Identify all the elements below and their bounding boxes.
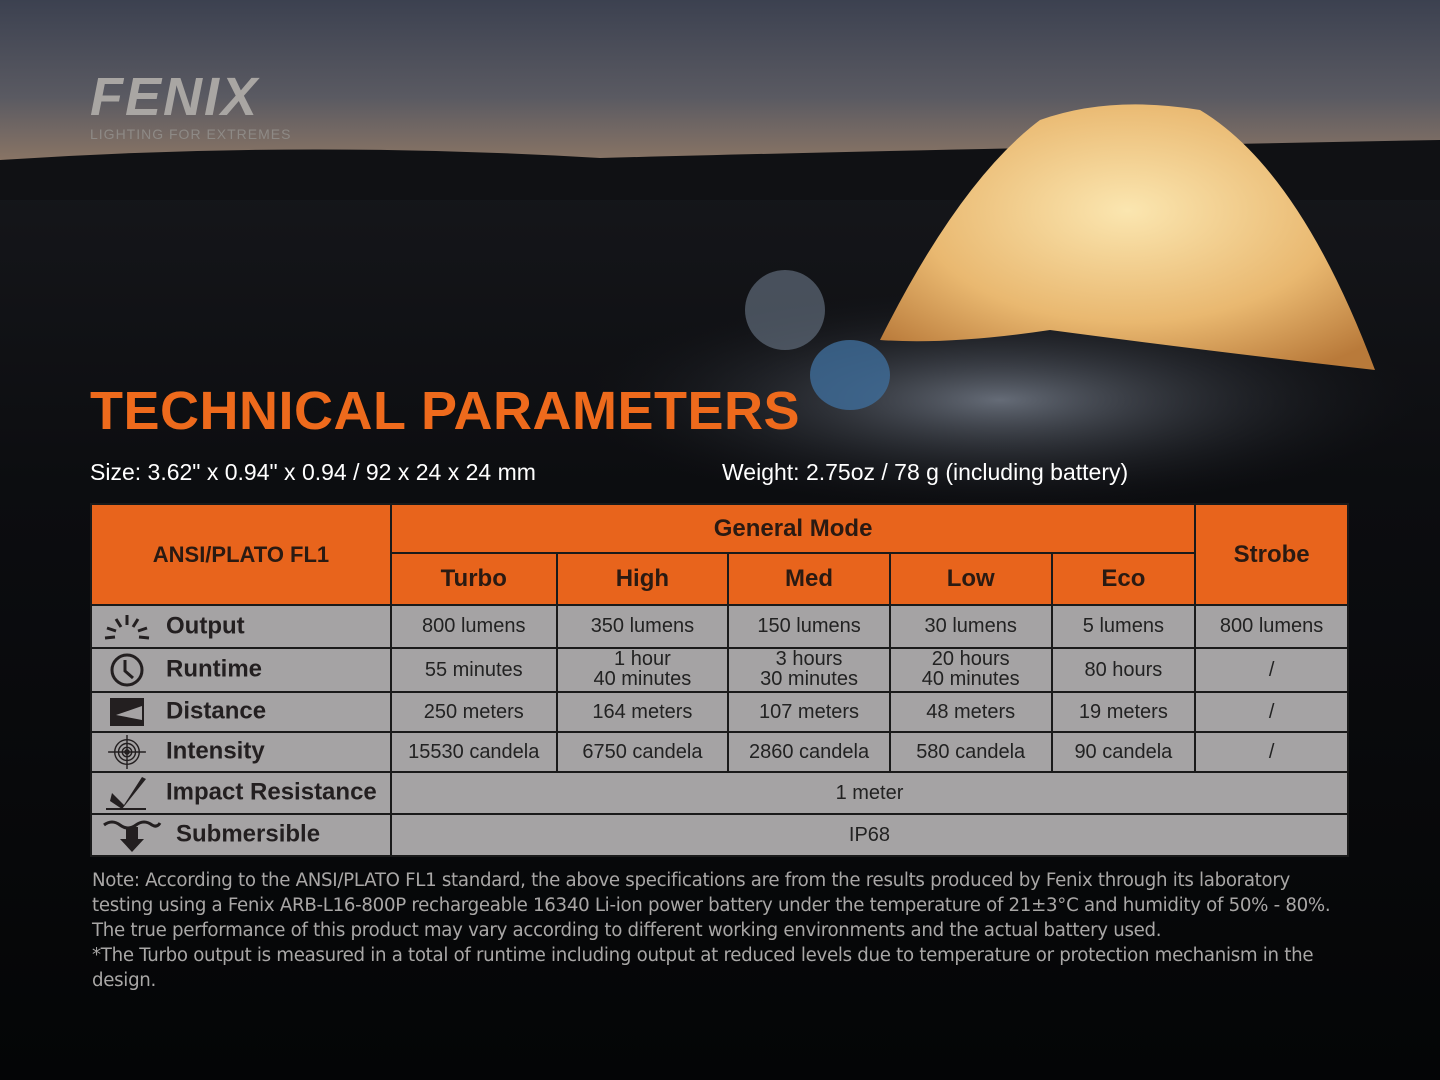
header-mode-med: Med: [727, 552, 891, 606]
header-mode-turbo: Turbo: [389, 552, 558, 606]
fenix-logo: FENIX LIGHTING FOR EXTREMES: [90, 68, 291, 142]
cell: 55 minutes: [389, 647, 558, 693]
cell: 6750 candela: [555, 731, 730, 773]
page-title: TECHNICAL PARAMETERS: [90, 381, 801, 441]
cell: 80 hours: [1050, 647, 1197, 693]
header-mode-eco: Eco: [1050, 552, 1197, 606]
distance-icon: [102, 697, 166, 726]
clock-icon: [102, 653, 166, 687]
row-label: Submersible: [90, 813, 392, 857]
logo-brand: FENIX: [90, 67, 260, 127]
cell-line: 1 hour: [614, 648, 671, 670]
row-label: Impact Resistance: [90, 771, 392, 815]
cell-line: 3 hours: [775, 648, 843, 670]
cell-line: 80 hours: [1084, 658, 1163, 681]
cell: /: [1194, 647, 1349, 693]
cell: 30 lumens: [888, 604, 1053, 649]
cell: 107 meters: [727, 691, 891, 733]
cell: 48 meters: [888, 691, 1053, 733]
cell: 150 lumens: [727, 604, 891, 649]
note-turbo: *The Turbo output is measured in a total…: [92, 945, 1314, 991]
row-label-text: Output: [166, 611, 245, 639]
table-row-output: Output 800 lumens 350 lumens 150 lumens 30 l…: [90, 604, 1349, 649]
cell: 800 lumens: [1194, 604, 1349, 649]
size-spec: Size: 3.62" x 0.94" x 0.94 / 92 x 24 x 2…: [90, 459, 536, 485]
note-paragraph: Note: According to the ANSI/PLATO FL1 st…: [92, 870, 1331, 941]
row-label: Distance: [90, 691, 392, 733]
spec-table: ANSI/PLATO FL1 General Mode Strobe Turbo…: [90, 503, 1350, 857]
table-row-runtime: Runtime 55 minutes 1 hour 40 minutes 3 hours…: [90, 647, 1349, 693]
row-label-text: Runtime: [166, 655, 262, 683]
cell: 2860 candela: [727, 731, 891, 773]
cell: 3 hours 30 minutes: [727, 647, 891, 693]
target-icon: [102, 735, 166, 769]
impact-icon: [102, 777, 166, 810]
footnote: Note: According to the ANSI/PLATO FL1 st…: [92, 868, 1354, 993]
cell: 5 lumens: [1050, 604, 1197, 649]
cell-line: 55 minutes: [424, 658, 523, 681]
cell: 800 lumens: [389, 604, 558, 649]
cell: /: [1194, 691, 1349, 733]
cell: 15530 candela: [389, 731, 558, 773]
cell-line: /: [1268, 658, 1275, 681]
table-row-distance: Distance 250 meters 164 meters 107 meters 48…: [90, 691, 1349, 733]
header-mode-low: Low: [888, 552, 1053, 606]
weight-spec: Weight: 2.75oz / 78 g (including battery…: [722, 459, 1129, 485]
row-label-text: Distance: [166, 697, 267, 725]
sunburst-icon: [102, 612, 166, 639]
row-label: Runtime: [90, 647, 392, 693]
cell: 1 hour 40 minutes: [555, 647, 730, 693]
row-label: Output: [90, 604, 392, 649]
cell-line: 40 minutes: [921, 668, 1020, 690]
cell-line: 30 minutes: [760, 668, 858, 690]
cell: 580 candela: [888, 731, 1053, 773]
cell: /: [1194, 731, 1349, 773]
header-mode-high: High: [555, 552, 730, 606]
table-row-intensity: Intensity 15530 candela 6750 candela 2860 c…: [90, 731, 1349, 773]
header-general-mode: General Mode: [389, 503, 1197, 554]
cell-line: 40 minutes: [593, 668, 692, 690]
header-standard: ANSI/PLATO FL1: [90, 503, 392, 606]
row-label-text: Submersible: [176, 820, 321, 848]
row-label: Intensity: [90, 731, 392, 773]
submersible-icon: [102, 820, 176, 852]
cell: 20 hours 40 minutes: [888, 647, 1053, 693]
cell: 90 candela: [1050, 731, 1197, 773]
cell: 250 meters: [389, 691, 558, 733]
header-strobe: Strobe: [1194, 503, 1349, 606]
table-row-submersible: Submersible IP68: [90, 813, 1350, 857]
row-label-text: Intensity: [166, 737, 265, 765]
row-label-text: Impact Resistance: [166, 778, 377, 806]
table-row-impact-resistance: Impact Resistance 1 meter: [90, 771, 1350, 815]
logo-tagline: LIGHTING FOR EXTREMES: [90, 126, 292, 142]
cell: 19 meters: [1050, 691, 1197, 733]
cell: 164 meters: [555, 691, 730, 733]
cell-merged: IP68: [389, 813, 1350, 857]
cell-line: 20 hours: [931, 648, 1010, 670]
cell: 350 lumens: [555, 604, 730, 649]
cell-merged: 1 meter: [389, 771, 1350, 815]
tent: [880, 104, 1375, 370]
